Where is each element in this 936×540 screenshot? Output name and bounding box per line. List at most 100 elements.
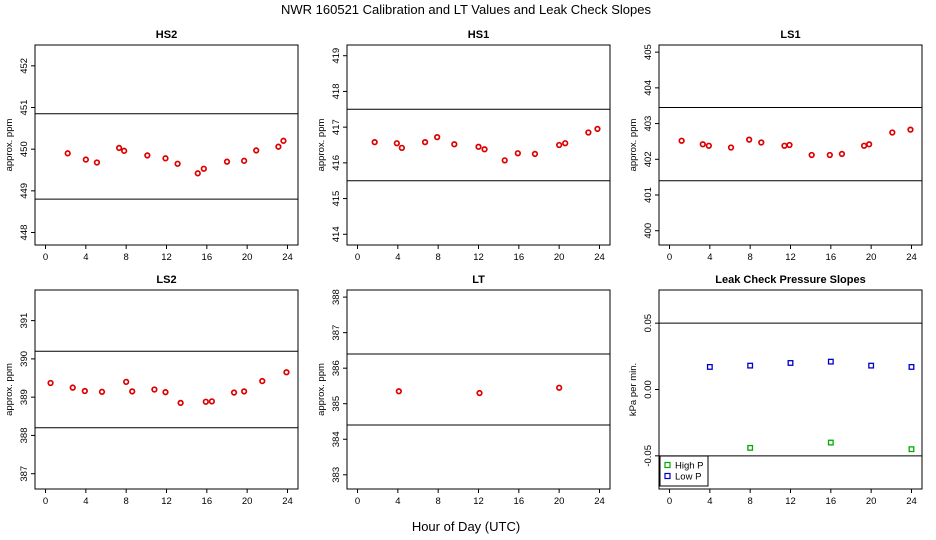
y-axis-label: approx. ppm <box>628 119 639 172</box>
data-point <box>202 398 209 405</box>
x-tick-label: 20 <box>554 496 565 507</box>
data-point <box>594 125 601 133</box>
plot-frame <box>658 44 923 246</box>
x-tick-label: 8 <box>436 496 441 507</box>
data-point <box>434 133 441 141</box>
plot-frame <box>346 289 611 490</box>
data-point <box>781 142 788 149</box>
y-axis-label: approx. ppm <box>4 119 15 172</box>
x-tick-label: 20 <box>554 252 565 263</box>
y-tick-label: -0.05 <box>643 445 654 467</box>
x-tick-label: 24 <box>594 496 605 507</box>
x-tick-label: 0 <box>43 496 48 507</box>
panel-title: Leak Check Pressure Slopes <box>715 274 865 286</box>
panel-title: HS2 <box>156 29 177 41</box>
y-tick-label: 402 <box>643 151 654 167</box>
y-tick-label: 400 <box>643 223 654 239</box>
x-tick-label: 0 <box>43 252 48 263</box>
data-point <box>115 144 123 152</box>
data-point <box>556 141 563 149</box>
data-point <box>240 388 248 395</box>
data-point <box>398 144 406 152</box>
data-point <box>838 150 846 158</box>
data-point <box>786 141 793 149</box>
low-p-point <box>706 363 713 370</box>
data-point <box>678 137 685 144</box>
y-tick-label: 419 <box>331 48 342 64</box>
x-tick-label: 24 <box>594 252 605 263</box>
data-point <box>860 142 868 149</box>
low-p-point <box>868 362 875 369</box>
y-tick-label: 389 <box>19 389 30 405</box>
y-tick-label: 448 <box>19 225 30 241</box>
data-point <box>123 378 130 385</box>
data-point <box>699 141 706 148</box>
y-tick-label: 0.05 <box>643 314 654 333</box>
y-axis-label: approx. ppm <box>316 119 327 172</box>
x-tick-label: 8 <box>124 496 129 507</box>
low-p-point <box>908 363 915 370</box>
y-tick-label: 390 <box>19 351 30 367</box>
y-tick-label: 388 <box>331 289 342 305</box>
x-tick-label: 8 <box>124 252 129 263</box>
data-point <box>826 151 833 159</box>
x-tick-label: 24 <box>906 496 917 507</box>
x-tick-label: 20 <box>866 252 877 263</box>
data-point <box>81 387 88 395</box>
y-tick-label: 386 <box>331 360 342 376</box>
figure-xlabel: Hour of Day (UTC) <box>412 519 520 534</box>
y-tick-label: 401 <box>643 187 654 203</box>
y-tick-label: 387 <box>331 325 342 341</box>
data-point <box>475 143 482 150</box>
x-tick-label: 4 <box>707 252 712 263</box>
data-point <box>64 150 71 157</box>
figure-title: NWR 160521 Calibration and LT Values and… <box>281 2 651 17</box>
panel-hs1: HS1 0 4 8 12 16 20 24 414 415 416 417 418 419 approx. … <box>316 29 611 263</box>
data-point <box>93 159 101 166</box>
x-tick-label: 0 <box>355 496 360 507</box>
panel-title: LT <box>472 274 485 286</box>
x-tick-label: 24 <box>906 252 917 263</box>
x-tick-label: 20 <box>242 252 253 263</box>
data-point <box>531 150 539 158</box>
data-point <box>47 379 54 387</box>
x-tick-label: 4 <box>707 496 712 507</box>
panel-leak-check-pressure-slopes: Leak Check Pressure Slopes 0 4 8 12 16 20 24 -0.… <box>628 274 923 507</box>
data-point <box>280 137 287 144</box>
panel-ls2: LS2 0 4 8 12 16 20 24 387 388 389 390 391 approx. ppm <box>4 274 299 507</box>
x-tick-label: 4 <box>83 252 88 263</box>
data-point <box>259 377 266 385</box>
legend-label: High P <box>675 461 704 472</box>
plot-frame <box>34 44 299 246</box>
legend-marker <box>664 461 671 469</box>
y-tick-label: 451 <box>19 100 30 116</box>
data-point <box>174 160 181 167</box>
y-tick-label: 416 <box>331 155 342 171</box>
data-point <box>808 151 815 159</box>
low-p-point <box>747 362 754 369</box>
data-point <box>144 152 151 159</box>
panel-ls1: LS1 0 4 8 12 16 20 24 400 401 402 403 404 405 approx. … <box>628 29 923 263</box>
x-tick-label: 12 <box>473 252 484 263</box>
y-tick-label: 403 <box>643 116 654 132</box>
data-point <box>129 388 136 395</box>
y-tick-label: 391 <box>19 313 30 329</box>
x-tick-label: 16 <box>826 252 837 263</box>
y-tick-label: 0.00 <box>643 380 654 399</box>
y-tick-label: 449 <box>19 183 30 199</box>
data-point <box>758 139 765 146</box>
data-point <box>481 146 488 153</box>
data-point <box>865 141 873 148</box>
high-p-point <box>908 446 915 453</box>
x-tick-label: 8 <box>748 496 753 507</box>
data-point <box>585 129 592 136</box>
x-tick-label: 8 <box>748 252 753 263</box>
data-point <box>451 141 458 148</box>
y-tick-label: 383 <box>331 467 342 483</box>
high-p-point <box>827 439 834 446</box>
data-point <box>501 157 508 164</box>
data-point <box>253 147 260 154</box>
data-point <box>371 138 378 146</box>
